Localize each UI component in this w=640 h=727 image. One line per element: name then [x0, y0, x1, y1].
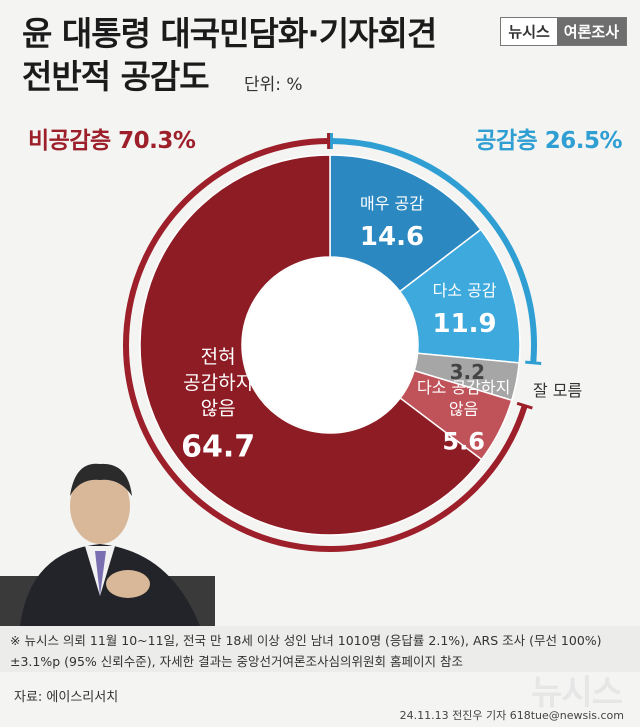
donut-slice: [139, 154, 483, 536]
slice-category-label: 않음: [201, 398, 236, 420]
slice-value-label: 64.7: [181, 430, 255, 465]
slice-category-label: 공감하지: [183, 372, 253, 394]
slice-category-label: 전혀: [201, 346, 236, 368]
slice-value-label: 14.6: [360, 222, 424, 252]
negative-bracket: [123, 138, 528, 552]
unit-label: 단위: %: [244, 75, 303, 95]
badge-poll: 여론조사: [556, 18, 626, 45]
slice-category-label: 다소 공감하지: [417, 378, 510, 397]
data-source: 자료: 에이스리서치: [14, 690, 119, 705]
survey-note-line1: ※ 뉴시스 의뢰 11월 10~11일, 전국 만 18세 이상 성인 남녀 1…: [10, 633, 602, 648]
photo-face: [70, 468, 130, 544]
donut-slice: [329, 154, 482, 293]
photo-tie: [95, 551, 106, 596]
newsis-watermark: 뉴시스: [531, 673, 623, 713]
president-photo: [0, 463, 215, 626]
negative-bracket-tick: [516, 401, 533, 410]
slice-value-label: 5.6: [442, 427, 485, 455]
donut-slices: [139, 154, 521, 536]
positive-group-label: 공감층 26.5%: [475, 128, 622, 154]
survey-note: ※ 뉴시스 의뢰 11월 10~11일, 전국 만 18세 이상 성인 남녀 1…: [10, 630, 602, 672]
chart-subtitle: 전반적 공감도: [22, 57, 210, 96]
slice-category-label: 않음: [449, 400, 478, 419]
chart-title: 윤 대통령 대국민담화·기자회견: [22, 14, 437, 53]
photo-hand: [106, 570, 150, 598]
group-brackets: [123, 132, 542, 552]
slice-value-label: 11.9: [432, 309, 496, 339]
slice-category-label: 잘 모름: [533, 381, 582, 400]
slice-category-label: 다소 공감: [433, 281, 497, 300]
badge-newsis: 뉴시스: [501, 18, 557, 45]
photo-hair: [70, 463, 132, 496]
slice-category-label: 매우 공감: [360, 194, 424, 213]
survey-note-line2: ±3.1%p (95% 신뢰수준), 자세한 결과는 중앙선거여론조사심의위원회…: [10, 654, 463, 669]
donut-hole: [243, 258, 417, 432]
slice-value-label: 3.2: [450, 360, 485, 384]
author-credit: 24.11.13 전진우 기자 618tue@newsis.com: [399, 709, 624, 722]
positive-bracket-tick: [525, 360, 542, 365]
positive-bracket: [331, 138, 537, 364]
note-background: [0, 626, 640, 672]
publisher-badge: 뉴시스 여론조사: [500, 17, 627, 46]
negative-group-label: 비공감층 70.3%: [28, 128, 196, 154]
